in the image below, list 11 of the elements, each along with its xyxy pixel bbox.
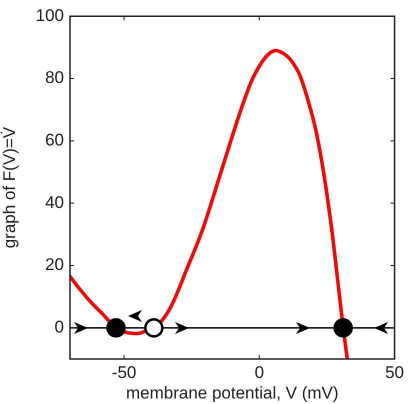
x-tick-label: -50: [112, 362, 136, 382]
x-tick-label: 0: [254, 362, 264, 382]
y-tick-label: 20: [45, 255, 64, 274]
y-tick-label: 60: [45, 130, 64, 150]
y-tick-label: 100: [36, 6, 64, 25]
x-tick-label: 50: [385, 362, 404, 382]
y-tick-label: 0: [54, 318, 64, 337]
x-axis-title: membrane potential, V (mV): [126, 383, 339, 402]
y-axis-title: graph of F(V)=V̇: [0, 126, 19, 248]
y-tick-label: 40: [45, 192, 64, 212]
y-tick-label: 80: [45, 68, 64, 88]
